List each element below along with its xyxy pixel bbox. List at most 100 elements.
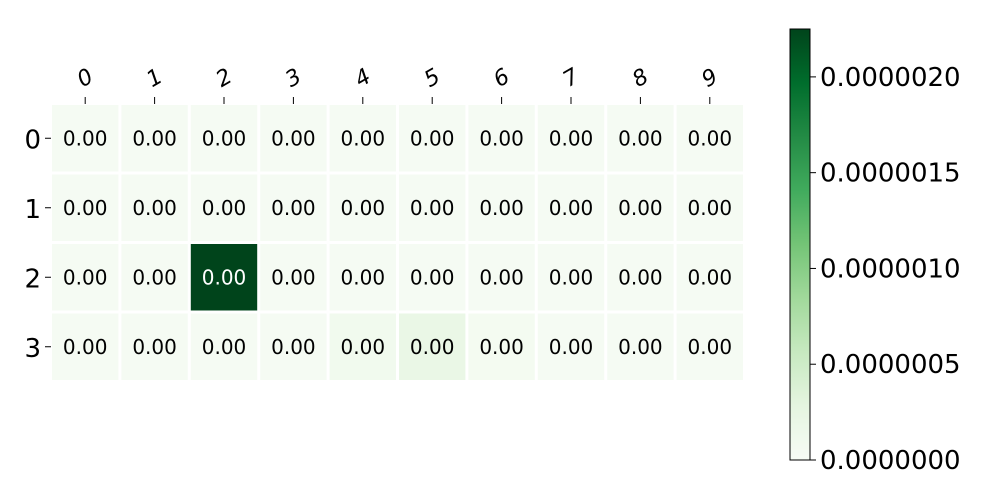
cell-value-label: 0.00: [549, 196, 594, 220]
cell-value-label: 0.00: [132, 265, 177, 289]
cell-value-label: 0.00: [341, 335, 386, 359]
colorbar-tick-label: 0.0000010: [820, 254, 961, 284]
y-tick-label: 3: [24, 334, 41, 364]
heatmap-cell-r2-c5: [399, 244, 466, 311]
heatmap-cell-r2-c9: [676, 244, 743, 311]
y-tick-label: 0: [24, 125, 41, 155]
cell-value-label: 0.00: [688, 335, 733, 359]
heatmap-cell-r0-c2: [190, 105, 258, 172]
cell-value-label: 0.00: [341, 196, 386, 220]
heatmap-cells: 0.00 0.00 0.00 0.00 0.00 0.00 0.00 0.00 0.00 0.00…: [52, 105, 743, 380]
y-tick-label: 2: [24, 264, 41, 294]
heatmap-cell-r2-c8: [607, 244, 674, 311]
cell-value-label: 0.00: [63, 196, 108, 220]
cell-value-label: 0.00: [549, 126, 594, 150]
cell-value-label: 0.00: [549, 335, 594, 359]
heatmap-cell-r2-c7: [537, 244, 605, 311]
cell-value-label: 0.00: [271, 335, 316, 359]
cell-value-label: 0.00: [618, 335, 663, 359]
x-tick-label: 9: [698, 64, 723, 93]
cell-value-label: 0.00: [271, 265, 316, 289]
x-tick-label: 4: [351, 64, 376, 93]
cell-value-label: 0.00: [479, 126, 524, 150]
heatmap-cell-r2-c6: [468, 244, 535, 311]
cell-value-label: 0.00: [479, 335, 524, 359]
heatmap-cell-r2-c1: [121, 244, 188, 311]
cell-value-label: 0.00: [410, 126, 455, 150]
colorbar-tick-label: 0.0000000: [820, 446, 961, 476]
heatmap-cell-r3-c2: [190, 313, 258, 380]
y-axis-ticks: 0 1 2 3: [24, 125, 51, 364]
heatmap-cell-r0-c3: [260, 105, 327, 172]
y-tick-label: 1: [24, 195, 41, 225]
cell-value-label: 0.00: [549, 265, 594, 289]
heatmap-cell-r3-c8: [607, 313, 674, 380]
x-tick-label: 3: [281, 64, 306, 93]
heatmap-cell-r0-c4: [329, 105, 396, 172]
heatmap-cell-r0-c5: [399, 105, 466, 172]
colorbar-tick-label: 0.0000015: [820, 159, 961, 189]
heatmap-cell-r3-c5: [399, 313, 466, 380]
heatmap-cell-r2-c0: [52, 244, 119, 311]
cell-value-label: 0.00: [202, 265, 247, 289]
cell-value-label: 0.00: [341, 265, 386, 289]
heatmap-cell-r1-c5: [399, 174, 466, 241]
cell-value-label: 0.00: [271, 126, 316, 150]
heatmap-cell-r0-c6: [468, 105, 535, 172]
heatmap-cell-r1-c0: [52, 174, 119, 241]
cell-value-label: 0.00: [618, 126, 663, 150]
heatmap-cell-r3-c1: [121, 313, 188, 380]
x-tick-label: 5: [420, 64, 445, 93]
x-axis-ticks: 0 1 2 3 4 5 6 7 8 9: [73, 64, 722, 104]
heatmap-cell-r1-c2: [190, 174, 258, 241]
heatmap-cell-r1-c4: [329, 174, 396, 241]
cell-value-label: 0.00: [63, 265, 108, 289]
cell-value-label: 0.00: [63, 126, 108, 150]
cell-value-label: 0.00: [132, 335, 177, 359]
cell-value-label: 0.00: [410, 265, 455, 289]
cell-value-label: 0.00: [341, 126, 386, 150]
cell-value-label: 0.00: [479, 265, 524, 289]
heatmap-cell-r0-c8: [607, 105, 674, 172]
cell-value-label: 0.00: [688, 196, 733, 220]
heatmap-cell-r1-c1: [121, 174, 188, 241]
heatmap-cell-r2-c3: [260, 244, 327, 311]
heatmap-cell-r0-c1: [121, 105, 188, 172]
colorbar-tick-label: 0.0000005: [820, 350, 961, 380]
x-tick-label: 8: [628, 64, 653, 93]
x-tick-label: 6: [490, 64, 515, 93]
heatmap-cell-r1-c7: [537, 174, 605, 241]
heatmap-cell-r3-c4: [329, 313, 396, 380]
cell-value-label: 0.00: [479, 196, 524, 220]
cell-value-label: 0.00: [688, 265, 733, 289]
colorbar-gradient: [789, 28, 811, 461]
x-tick-label: 7: [559, 64, 584, 93]
cell-value-label: 0.00: [202, 126, 247, 150]
cell-value-label: 0.00: [63, 335, 108, 359]
heatmap-cell-r3-c9: [676, 313, 743, 380]
heatmap-cell-r2-c4: [329, 244, 396, 311]
cell-value-label: 0.00: [688, 126, 733, 150]
heatmap-cell-r1-c6: [468, 174, 535, 241]
heatmap-cell-r3-c7: [537, 313, 605, 380]
cell-value-label: 0.00: [132, 196, 177, 220]
cell-value-label: 0.00: [618, 196, 663, 220]
x-tick-label: 1: [143, 64, 168, 93]
cell-value-label: 0.00: [132, 126, 177, 150]
heatmap-cell-r0-c9: [676, 105, 743, 172]
heatmap-cell-r2-c2: [190, 244, 258, 311]
heatmap-cell-r3-c0: [52, 313, 119, 380]
heatmap-cell-r3-c3: [260, 313, 327, 380]
x-tick-label: 0: [73, 64, 98, 93]
colorbar: 0.0000000 0.0000005 0.0000010 0.0000015 0.00…: [789, 28, 961, 476]
cell-value-label: 0.00: [410, 196, 455, 220]
x-tick-label: 2: [212, 64, 237, 93]
heatmap-cell-r0-c0: [52, 105, 119, 172]
cell-value-label: 0.00: [618, 265, 663, 289]
cell-value-label: 0.00: [410, 335, 455, 359]
heatmap-cell-r1-c3: [260, 174, 327, 241]
heatmap-cell-r1-c8: [607, 174, 674, 241]
heatmap-cell-r1-c9: [676, 174, 743, 241]
cell-value-label: 0.00: [271, 196, 316, 220]
